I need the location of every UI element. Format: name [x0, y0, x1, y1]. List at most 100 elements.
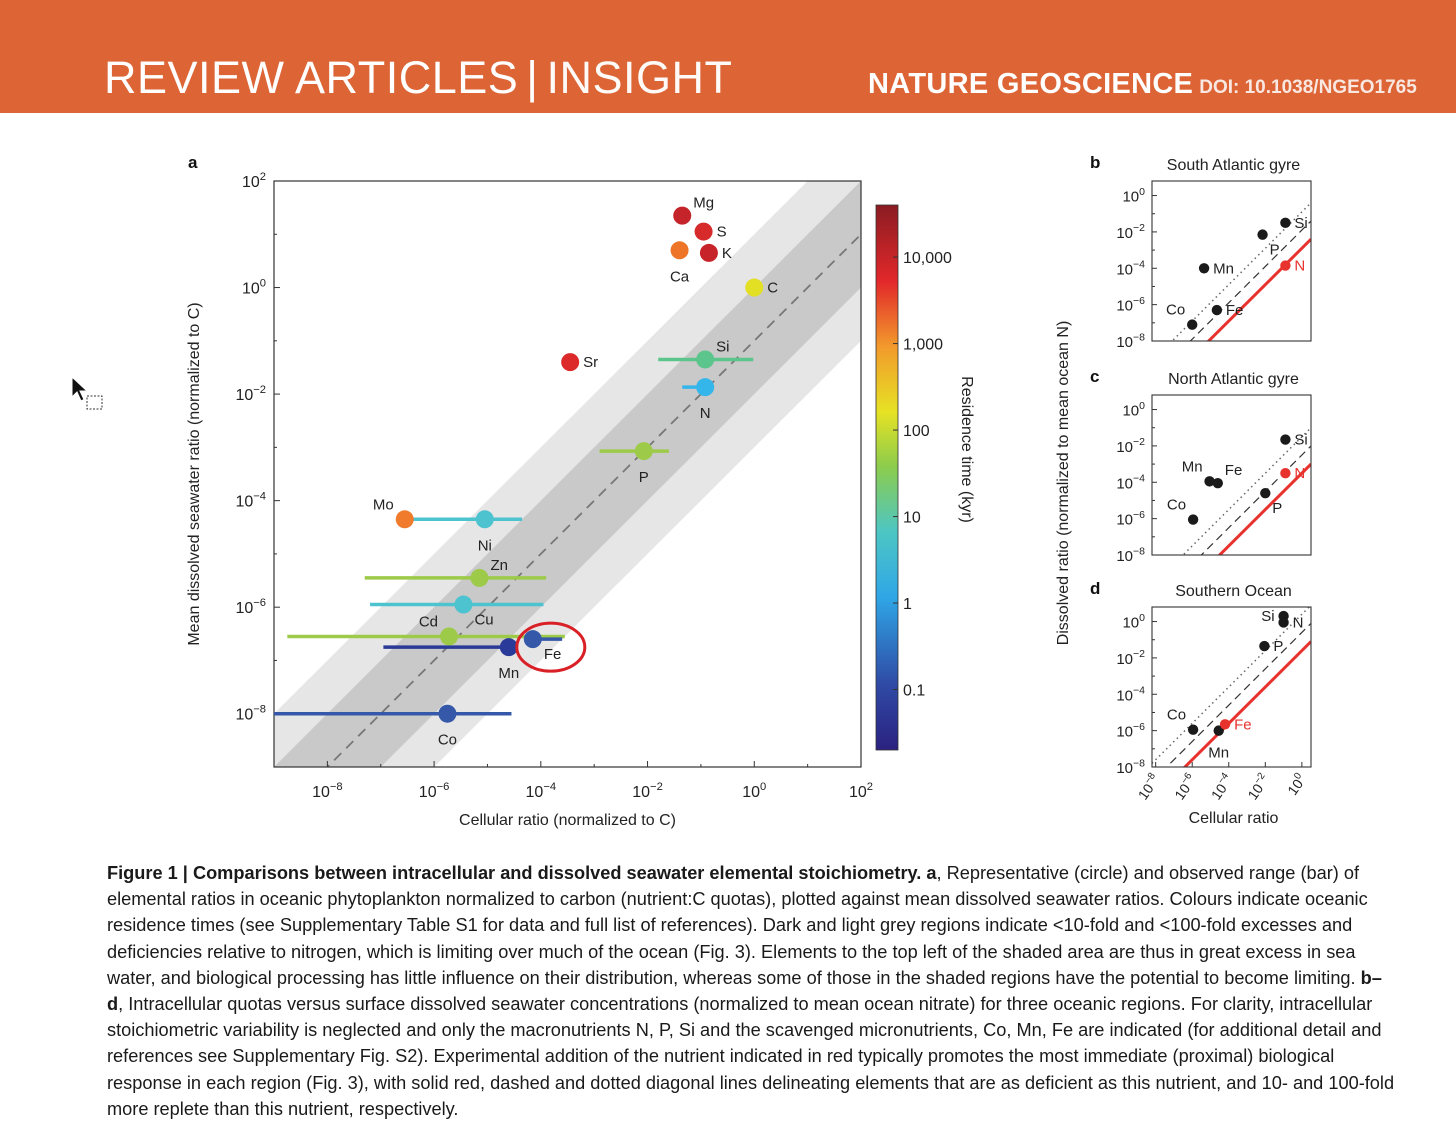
point-label-c-co: Co	[1167, 497, 1186, 514]
red-limiting-line	[1217, 463, 1311, 555]
plot-frame-c	[1151, 394, 1312, 556]
point-co	[438, 704, 457, 723]
reference-dashed-line	[326, 233, 861, 767]
point-label-sr: Sr	[583, 354, 598, 371]
y-tick-label-d: 10−4	[1116, 685, 1145, 705]
colorbar-tick-label: 100	[903, 423, 930, 440]
point-label-c-p: P	[1272, 500, 1282, 517]
panel-d: d Southern Ocean 100 10−2 10−4 10−6 10−8 Co Mn Fe…	[1090, 579, 1312, 827]
colorbar-tick-label: 10,000	[903, 250, 952, 267]
y-tick-label-d: 10−8	[1116, 757, 1145, 777]
x-tick-label-d: 10−4	[1207, 770, 1237, 802]
x-tick-label-d: 100	[1283, 770, 1310, 798]
x-axis-label-sub: Cellular ratio	[1189, 810, 1279, 827]
panel-label-d: d	[1090, 579, 1100, 598]
point-label-b-co: Co	[1166, 302, 1185, 319]
band-group	[274, 181, 861, 767]
point-label-b-mn: Mn	[1213, 260, 1234, 277]
point-label-co: Co	[438, 732, 457, 749]
y-tick-label-d: 10−6	[1116, 721, 1145, 741]
point-zn	[470, 568, 489, 587]
y-tick-label-a: 102	[242, 171, 266, 191]
panel-title-d: Southern Ocean	[1175, 583, 1292, 600]
plot-frame-a	[273, 180, 862, 768]
point-label-n: N	[700, 405, 711, 422]
point-d-n	[1278, 617, 1289, 628]
point-fe	[523, 630, 542, 649]
figure-1: a10−8 10−6 10−4 10−2 100 10210−810−610−410−21…	[186, 153, 1312, 829]
point-label-c-fe: Fe	[1225, 462, 1243, 479]
point-d-co	[1187, 724, 1199, 735]
point-ca	[670, 241, 689, 260]
point-label-c-n: N	[1294, 465, 1305, 482]
point-cu	[454, 595, 473, 614]
point-label-c-si: Si	[1294, 432, 1307, 449]
colorbar-label: Residence time (kyr)	[958, 376, 975, 523]
y-tick-label-c: 10−8	[1116, 545, 1145, 565]
red-limiting-line	[1182, 640, 1311, 767]
x-tick-label-a: 100	[742, 781, 766, 801]
figure-caption: Figure 1 | Comparisons between intracell…	[107, 860, 1397, 1122]
point-label-b-n: N	[1294, 258, 1305, 275]
point-p	[634, 442, 653, 461]
y-axis-label-a: Mean dissolved seawater ratio (normalize…	[186, 302, 203, 645]
y-tick-label-d: 10−2	[1116, 648, 1145, 668]
point-b-mn	[1198, 263, 1210, 274]
colorbar-tick-label: 10	[903, 510, 921, 527]
highlight-ring-fe	[515, 621, 587, 673]
y-tick-label-b: 100	[1122, 186, 1145, 206]
point-label-b-fe: Fe	[1226, 302, 1244, 319]
point-mn	[499, 638, 518, 657]
point-label-fe: Fe	[544, 646, 562, 663]
point-label-d-fe: Fe	[1234, 716, 1252, 733]
y-tick-label-a: 10−2	[235, 384, 266, 404]
point-sr	[561, 353, 580, 372]
point-b-p	[1257, 229, 1268, 240]
point-n	[696, 378, 715, 397]
point-label-cu: Cu	[474, 612, 493, 629]
point-label-ni: Ni	[478, 537, 492, 554]
caption-bd-label: b–d	[107, 967, 1382, 1015]
point-label-mo: Mo	[373, 496, 394, 513]
y-tick-label-c: 10−4	[1116, 473, 1145, 493]
point-label-ca: Ca	[670, 268, 690, 285]
point-label-s: S	[717, 224, 727, 241]
point-c-co	[1187, 514, 1199, 525]
point-cd	[440, 627, 459, 646]
colorbar-tick-label: 1,000	[903, 337, 943, 354]
panel-label-c: c	[1090, 367, 1099, 386]
doi-label: DOI: 10.1038/NGEO1765	[1199, 77, 1417, 98]
x-axis-label-a: Cellular ratio (normalized to C)	[459, 812, 676, 829]
point-label-d-mn: Mn	[1208, 745, 1229, 762]
point-label-mn: Mn	[498, 665, 519, 682]
point-si	[696, 350, 715, 369]
colorbar: 10,000 1,000 100 10 1 0.1 Residence time (kyr)	[875, 204, 975, 751]
point-s	[694, 222, 713, 241]
section-left: REVIEW ARTICLES	[104, 52, 519, 103]
x-tick-label-a: 10−2	[632, 781, 663, 801]
y-tick-label-b: 10−2	[1116, 222, 1145, 242]
y-tick-label-d: 100	[1122, 612, 1145, 632]
point-label-zn: Zn	[490, 557, 508, 574]
point-label-d-co: Co	[1167, 707, 1186, 724]
y-tick-label-a: 100	[242, 277, 266, 297]
caption-part-bd: , Intracellular quotas versus surface di…	[107, 994, 1395, 1119]
y-axis-label-sub: Dissolved ratio (normalized to mean ocea…	[1055, 321, 1072, 646]
section-right: INSIGHT	[546, 52, 733, 103]
point-label-b-si: Si	[1294, 215, 1307, 232]
colorbar-gradient	[875, 204, 899, 751]
point-k	[699, 243, 718, 262]
diagonals-b	[1171, 202, 1311, 341]
mouse-cursor-icon	[70, 375, 106, 420]
point-c	[745, 278, 764, 297]
point-mg	[673, 206, 692, 225]
x-tick-label-a: 102	[849, 781, 873, 801]
dotted-100-fold-line	[1152, 607, 1311, 764]
point-b-co	[1187, 319, 1198, 330]
y-tick-label-a: 10−6	[235, 597, 266, 617]
point-mo	[395, 510, 414, 529]
point-c-p	[1260, 487, 1271, 499]
panel-title-c: North Atlantic gyre	[1168, 371, 1299, 388]
plot-frame-d	[1151, 606, 1312, 768]
x-tick-label-a: 10−4	[526, 781, 557, 801]
